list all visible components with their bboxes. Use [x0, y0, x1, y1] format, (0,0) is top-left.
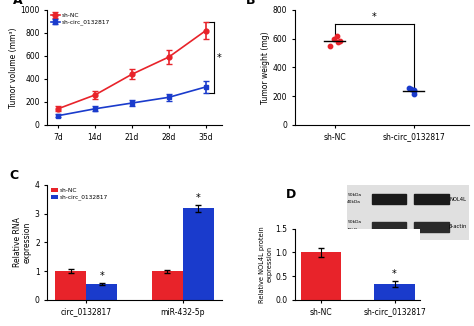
Text: *: * [217, 52, 221, 63]
Point [405, 86, 413, 91]
Bar [414, 222, 448, 232]
Text: D: D [285, 188, 296, 201]
Text: *: * [392, 269, 397, 278]
Bar [55, 271, 86, 300]
Text: *: * [100, 271, 104, 281]
Text: B: B [246, 0, 255, 7]
Point [334, 39, 341, 45]
Point [336, 38, 344, 43]
Text: 50kDa: 50kDa [347, 193, 361, 197]
Bar [86, 284, 117, 300]
Text: 40kDa: 40kDa [347, 200, 361, 204]
Text: 50kDa: 50kDa [347, 220, 361, 224]
Y-axis label: Tumor weight (mg): Tumor weight (mg) [261, 31, 270, 104]
Y-axis label: Relative NOL4L protein
expression: Relative NOL4L protein expression [259, 226, 273, 303]
Legend: sh-NC, sh-circ_0132817: sh-NC, sh-circ_0132817 [50, 188, 109, 201]
Point [333, 33, 341, 38]
Bar [301, 252, 341, 300]
Point [330, 36, 337, 41]
Point [410, 88, 418, 94]
Text: C: C [9, 169, 18, 182]
Bar [414, 194, 448, 204]
Text: NOL4L: NOL4L [450, 197, 467, 202]
Y-axis label: Tumor volume (mm³): Tumor volume (mm³) [9, 27, 18, 108]
Bar [372, 194, 406, 204]
Point [410, 91, 418, 96]
Text: 40kDa: 40kDa [347, 228, 361, 232]
Point [410, 88, 418, 93]
Point [408, 87, 415, 92]
Point [326, 44, 334, 49]
Text: *: * [372, 12, 376, 22]
Text: *: * [196, 193, 201, 203]
Bar [183, 208, 214, 300]
Text: β-actin: β-actin [448, 224, 467, 229]
Bar [152, 271, 183, 300]
Text: A: A [12, 0, 22, 7]
Legend: sh-NC, sh-circ_0132817: sh-NC, sh-circ_0132817 [50, 13, 110, 26]
Bar [374, 284, 415, 300]
Y-axis label: Relative RNA
expression: Relative RNA expression [13, 217, 32, 267]
Bar [372, 222, 406, 232]
